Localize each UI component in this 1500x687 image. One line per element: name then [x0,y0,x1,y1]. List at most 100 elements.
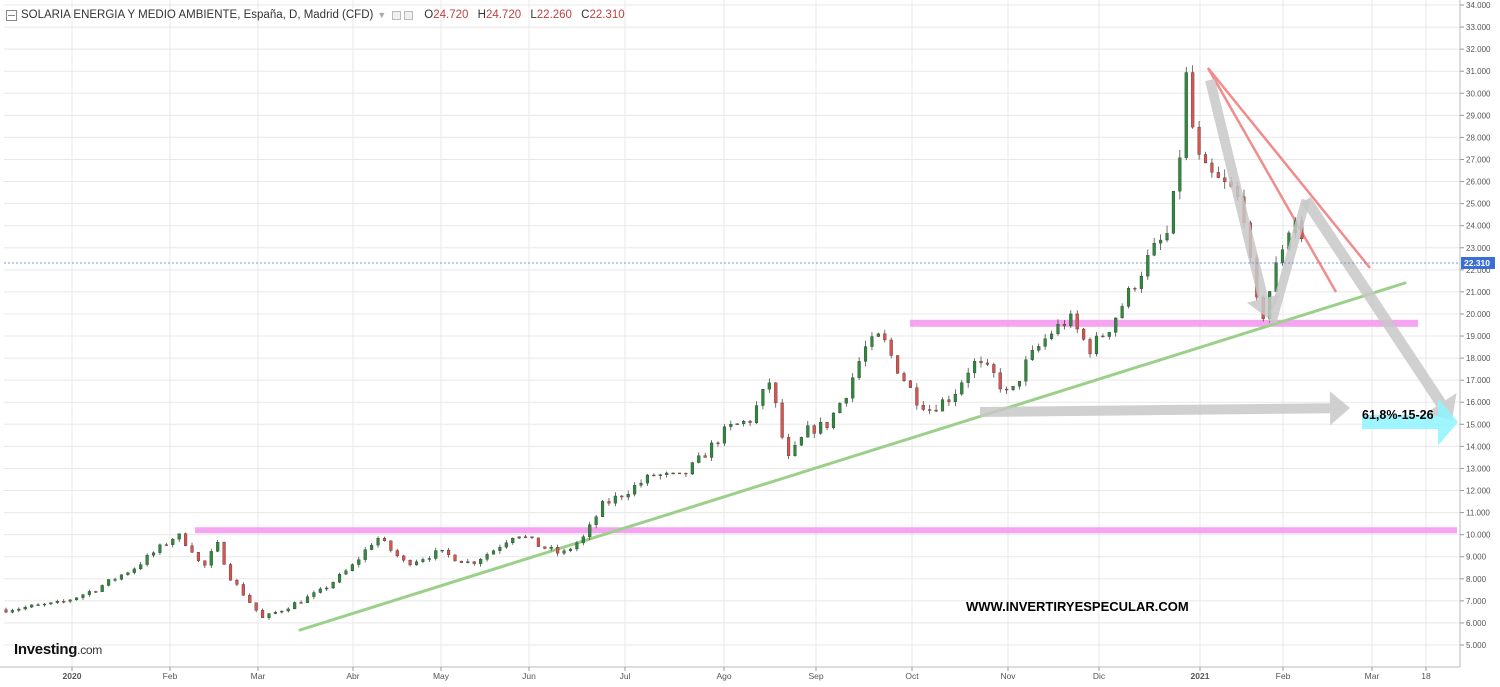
projection-arrow-horizontal-head [1329,391,1350,426]
candle [36,604,40,606]
candle [376,538,380,546]
candle [556,547,560,554]
candle [677,472,682,475]
time-tick-label: Sep [808,671,823,681]
candle [613,495,617,504]
candle [908,380,912,388]
candle [851,377,855,399]
candle [568,548,573,551]
candle [126,572,130,575]
time-tick-label: Mar [251,671,266,681]
price-tick-label: 13.000 [1466,464,1491,473]
candle [414,561,419,566]
candle [1197,126,1201,155]
price-axis[interactable]: 34.000 33.000 32.000 31.000 30.000 29.000 28.0… [1459,0,1500,667]
candle [754,405,759,423]
time-tick-label: Jun [522,671,536,681]
candle [626,494,630,498]
candle [1191,72,1195,128]
candle [1037,346,1041,351]
instrument-title[interactable]: SOLARIA ENERGIA Y MEDIO AMBIENTE, España… [21,9,374,21]
candle [524,536,528,538]
time-axis[interactable]: 2020 Feb Mar Abr May Jun Jul Ago Sep Oct Nov Dic 202… [0,666,1460,681]
candle [68,599,72,602]
candle [690,462,694,475]
candle [774,382,778,404]
price-tick-label: 27.000 [1466,155,1491,164]
time-tick-label: 18 [1421,671,1431,681]
candle [703,455,707,458]
candle [684,472,688,475]
time-tick-label: Feb [1276,671,1291,681]
support-zone-low [195,527,1457,534]
candle [466,561,470,563]
candle [1101,335,1105,338]
candle [1210,162,1214,173]
candle [1088,339,1092,355]
close-value: 22.310 [589,9,625,21]
candle [1094,335,1099,355]
settings-square-icon[interactable] [392,10,402,20]
open-value: 24.720 [433,9,469,21]
candle [658,474,662,476]
candle [562,550,566,554]
candle [286,608,290,612]
candle [588,524,592,537]
candle [876,333,880,337]
candle [216,542,220,552]
price-tick-label: 22.000 [1466,266,1491,275]
candle [639,482,643,486]
candle [312,592,316,597]
candle [665,472,669,475]
projection-arrow-horizontal [979,403,1331,417]
chevron-down-icon[interactable]: ▼ [377,10,387,20]
candle [1030,350,1034,360]
candle [504,542,508,548]
time-tick-label: 2020 [63,671,82,681]
toggle-square-icon[interactable] [404,10,414,20]
price-tick-label: 14.000 [1466,442,1491,451]
candle [806,425,810,438]
candle [139,564,143,570]
time-tick-label: Ago [716,671,731,681]
candle [536,537,540,547]
candle [408,560,412,566]
candle [190,545,194,553]
price-tick-label: 28.000 [1466,133,1491,142]
candle [517,536,521,539]
candle [915,387,919,406]
candle [434,550,438,559]
candle [787,437,791,456]
candle [543,546,547,549]
candle [947,399,951,402]
candle [241,584,245,596]
candle [973,361,977,374]
candle [196,552,200,561]
price-tick-label: 7.000 [1466,597,1487,606]
price-tick-label: 29.000 [1466,111,1491,120]
candle [1165,233,1169,241]
candle [447,549,451,556]
candle [575,542,579,550]
candle [151,552,156,556]
high-value: 24.720 [485,9,522,21]
candle [742,420,746,424]
candle [940,399,945,412]
collapse-icon[interactable] [6,9,17,21]
candle [55,601,59,603]
projection-arrow-down [1301,196,1446,407]
candle [716,442,720,445]
candle [1152,243,1156,256]
candle [293,602,297,610]
candle [49,602,53,605]
candle [979,361,983,364]
time-tick-label: 2021 [1191,671,1210,681]
candle [1107,332,1111,337]
candle [671,472,675,475]
website-watermark: WWW.INVERTIRYESPECULAR.COM [966,599,1189,614]
candle [235,579,239,585]
current-price-tag [1461,256,1495,269]
price-tick-label: 10.000 [1466,531,1491,540]
candle [511,537,515,543]
